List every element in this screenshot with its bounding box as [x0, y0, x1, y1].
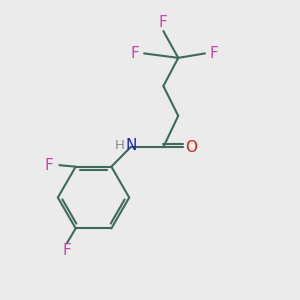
Text: F: F — [131, 46, 140, 61]
Text: F: F — [45, 158, 53, 173]
Text: O: O — [186, 140, 198, 154]
Text: H: H — [114, 139, 124, 152]
Text: F: F — [209, 46, 218, 61]
Text: F: F — [159, 15, 168, 30]
Text: N: N — [126, 138, 137, 153]
Text: F: F — [62, 243, 71, 258]
